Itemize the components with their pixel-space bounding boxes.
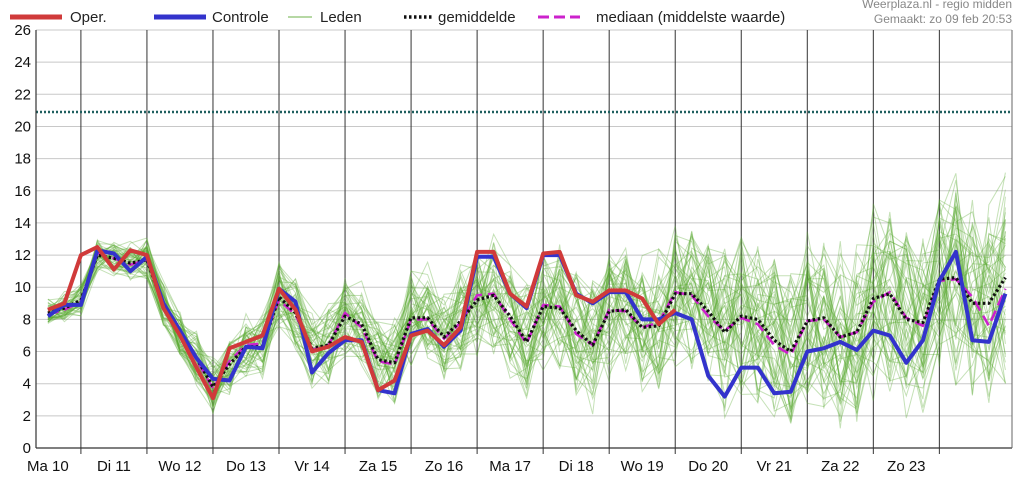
x-tick-label: Vr 14 [294, 458, 329, 475]
credit-created: Gemaakt: zo 09 feb 20:53 [874, 12, 1012, 26]
member-line [47, 204, 1006, 386]
y-tick-label: 20 [14, 118, 31, 135]
x-tick-label: Vr 21 [757, 458, 792, 475]
member-line [47, 207, 1006, 380]
member-line [47, 238, 1006, 412]
series-mediaan [47, 252, 1007, 390]
member-line [47, 203, 1006, 410]
y-tick-label: 12 [14, 247, 31, 264]
series-gemiddelde [47, 253, 1007, 389]
member-line [47, 237, 1006, 409]
y-tick-label: 26 [14, 22, 31, 39]
member-line [47, 192, 1006, 402]
plot-area [36, 30, 1012, 448]
member-line [47, 206, 1006, 401]
x-tick-label: Wo 19 [621, 458, 664, 475]
legend: Oper. Controle Leden gemiddelde mediaan … [10, 9, 785, 26]
member-line [47, 220, 1006, 429]
member-line [47, 211, 1006, 401]
legend-label-controle: Controle [212, 9, 269, 26]
x-tick-label: Di 11 [97, 458, 131, 475]
x-tick-label: Za 15 [359, 458, 397, 475]
y-tick-label: 16 [14, 183, 31, 200]
y-tick-label: 8 [23, 311, 31, 328]
x-tick-label: Do 13 [226, 458, 266, 475]
member-line [47, 227, 1006, 390]
y-tick-label: 18 [14, 151, 31, 168]
y-tick-label: 24 [14, 54, 31, 71]
y-tick-label: 14 [14, 215, 31, 232]
series-oper [47, 245, 677, 401]
legend-label-gemiddelde: gemiddelde [438, 9, 516, 26]
x-tick-label: Zo 16 [425, 458, 463, 475]
x-tick-label: Do 20 [688, 458, 728, 475]
member-line [47, 231, 1006, 409]
x-tick-label: Zo 23 [887, 458, 925, 475]
y-tick-label: 22 [14, 86, 31, 103]
y-tick-label: 6 [23, 344, 31, 361]
y-tick-label: 2 [23, 408, 31, 425]
member-line [47, 240, 1006, 415]
member-line [47, 233, 1006, 415]
x-tick-label: Wo 12 [158, 458, 201, 475]
x-tick-label: Za 22 [821, 458, 859, 475]
x-tick-label: Ma 10 [27, 458, 69, 475]
x-tick-label: Ma 17 [489, 458, 531, 475]
legend-label-mediaan: mediaan (middelste waarde) [596, 9, 785, 26]
legend-label-leden: Leden [320, 9, 362, 26]
member-line [47, 210, 1006, 390]
y-tick-label: 0 [23, 440, 31, 457]
member-line [47, 235, 1006, 419]
member-line [47, 217, 1006, 410]
member-line [47, 235, 1006, 410]
credit-site: Weerplaza.nl - regio midden [862, 0, 1012, 11]
y-tick-label: 4 [23, 376, 31, 393]
legend-label-oper: Oper. [70, 9, 107, 26]
member-line [47, 216, 1006, 415]
x-tick-label: Di 18 [559, 458, 594, 475]
member-line [47, 234, 1006, 401]
y-tick-label: 10 [14, 279, 31, 296]
